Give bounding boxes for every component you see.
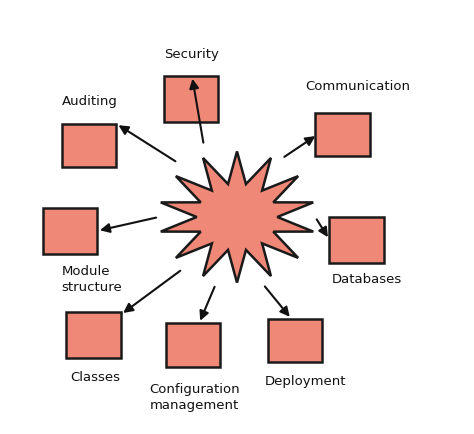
Text: Configuration
management: Configuration management — [149, 383, 240, 411]
Text: Security: Security — [164, 48, 219, 61]
Bar — [43, 208, 97, 254]
Bar — [315, 113, 370, 156]
Bar — [329, 217, 384, 263]
Text: Deployment: Deployment — [265, 375, 346, 388]
Polygon shape — [161, 151, 313, 283]
Bar — [66, 312, 121, 358]
Bar — [62, 124, 116, 167]
Text: Communication: Communication — [305, 80, 410, 93]
Bar — [166, 323, 220, 367]
Text: Databases: Databases — [332, 273, 402, 286]
Text: Auditing: Auditing — [62, 95, 118, 108]
Bar — [164, 76, 218, 122]
Text: Module
structure: Module structure — [62, 266, 122, 294]
Text: Classes: Classes — [70, 371, 120, 384]
Bar — [268, 319, 322, 362]
